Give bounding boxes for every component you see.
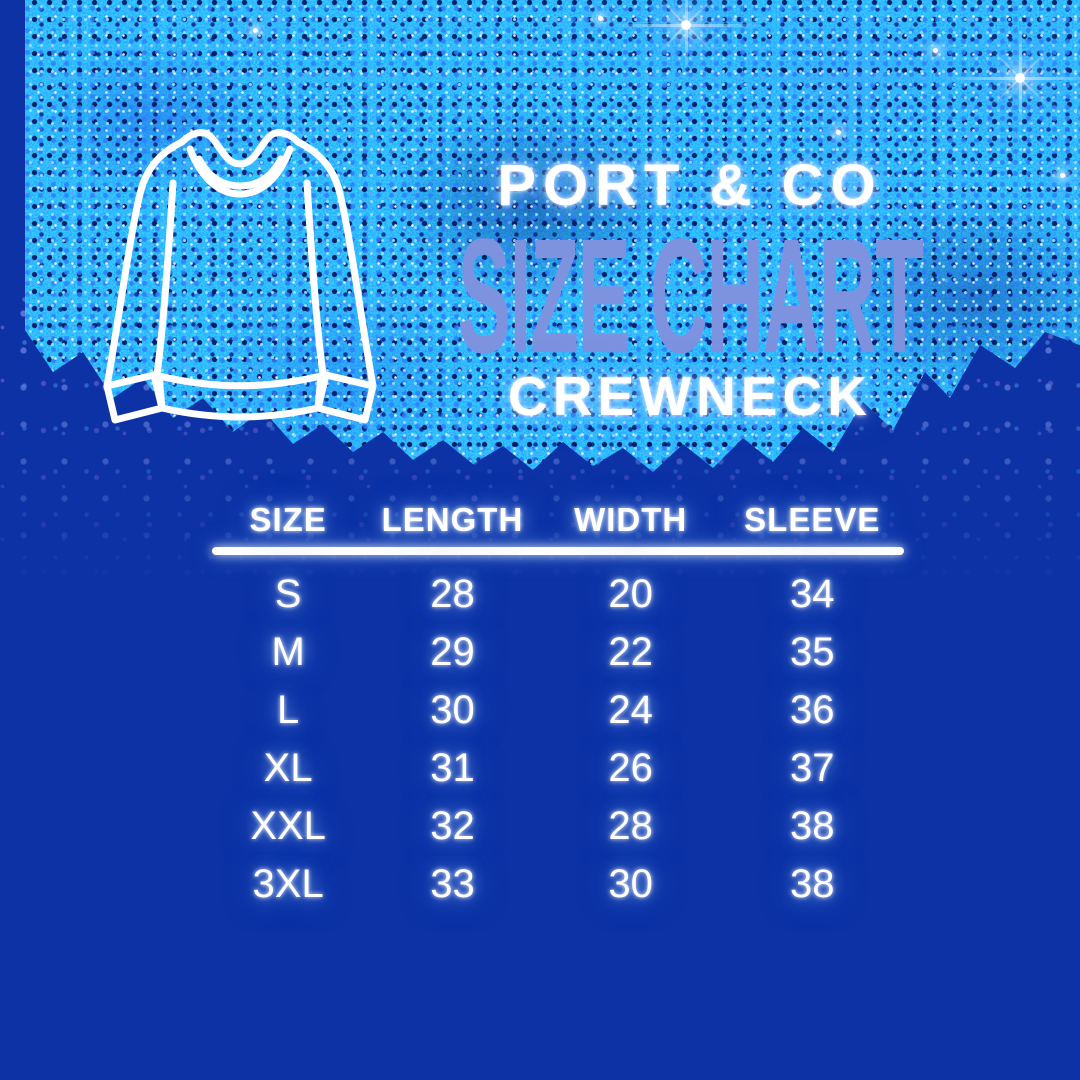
column-header-sleeve: SLEEVE xyxy=(744,501,881,538)
length-cell: 31 xyxy=(430,745,475,790)
width-cell: 28 xyxy=(608,803,653,848)
length-cell: 28 xyxy=(430,571,475,616)
glitter-sparkle-dots xyxy=(25,0,1080,472)
size-cell: L xyxy=(276,687,300,732)
brand-title: PORT & CO xyxy=(497,153,883,218)
table-row: M 29 22 35 xyxy=(212,623,904,681)
page-title: SIZE CHART xyxy=(345,204,1035,387)
length-cell: 29 xyxy=(430,629,475,674)
table-body: S 28 20 34 M 29 22 35 L 30 24 36 XL 31 2… xyxy=(212,565,904,913)
column-header-size: SIZE xyxy=(249,501,327,538)
width-cell: 30 xyxy=(608,861,653,906)
size-cell: S xyxy=(274,571,302,616)
table-row: L 30 24 36 xyxy=(212,681,904,739)
table-row: XL 31 26 37 xyxy=(212,739,904,797)
column-header-width: WIDTH xyxy=(574,501,688,538)
size-cell: M xyxy=(271,629,305,674)
length-cell: 30 xyxy=(430,687,475,732)
sleeve-cell: 37 xyxy=(790,745,835,790)
table-header-row: SIZE LENGTH WIDTH SLEEVE xyxy=(212,497,904,543)
sleeve-cell: 36 xyxy=(790,687,835,732)
length-cell: 32 xyxy=(430,803,475,848)
table-row: S 28 20 34 xyxy=(212,565,904,623)
size-cell: 3XL xyxy=(252,861,324,906)
size-chart-table: SIZE LENGTH WIDTH SLEEVE S 28 20 34 M 29… xyxy=(212,497,904,913)
page-title-text: SIZE CHART xyxy=(457,204,925,387)
product-subtitle: CREWNECK xyxy=(508,365,872,427)
sleeve-cell: 38 xyxy=(790,803,835,848)
width-cell: 22 xyxy=(608,629,653,674)
column-header-length: LENGTH xyxy=(381,501,524,538)
size-cell: XL xyxy=(263,745,313,790)
table-row: XXL 32 28 38 xyxy=(212,797,904,855)
glitter-texture xyxy=(25,0,1080,472)
sleeve-cell: 38 xyxy=(790,861,835,906)
size-cell: XXL xyxy=(250,803,326,848)
table-header-divider xyxy=(212,547,904,555)
width-cell: 20 xyxy=(608,571,653,616)
width-cell: 24 xyxy=(608,687,653,732)
sleeve-cell: 34 xyxy=(790,571,835,616)
crewneck-sweater-icon xyxy=(103,129,377,424)
sleeve-cell: 35 xyxy=(790,629,835,674)
width-cell: 26 xyxy=(608,745,653,790)
length-cell: 33 xyxy=(430,861,475,906)
table-row: 3XL 33 30 38 xyxy=(212,855,904,913)
